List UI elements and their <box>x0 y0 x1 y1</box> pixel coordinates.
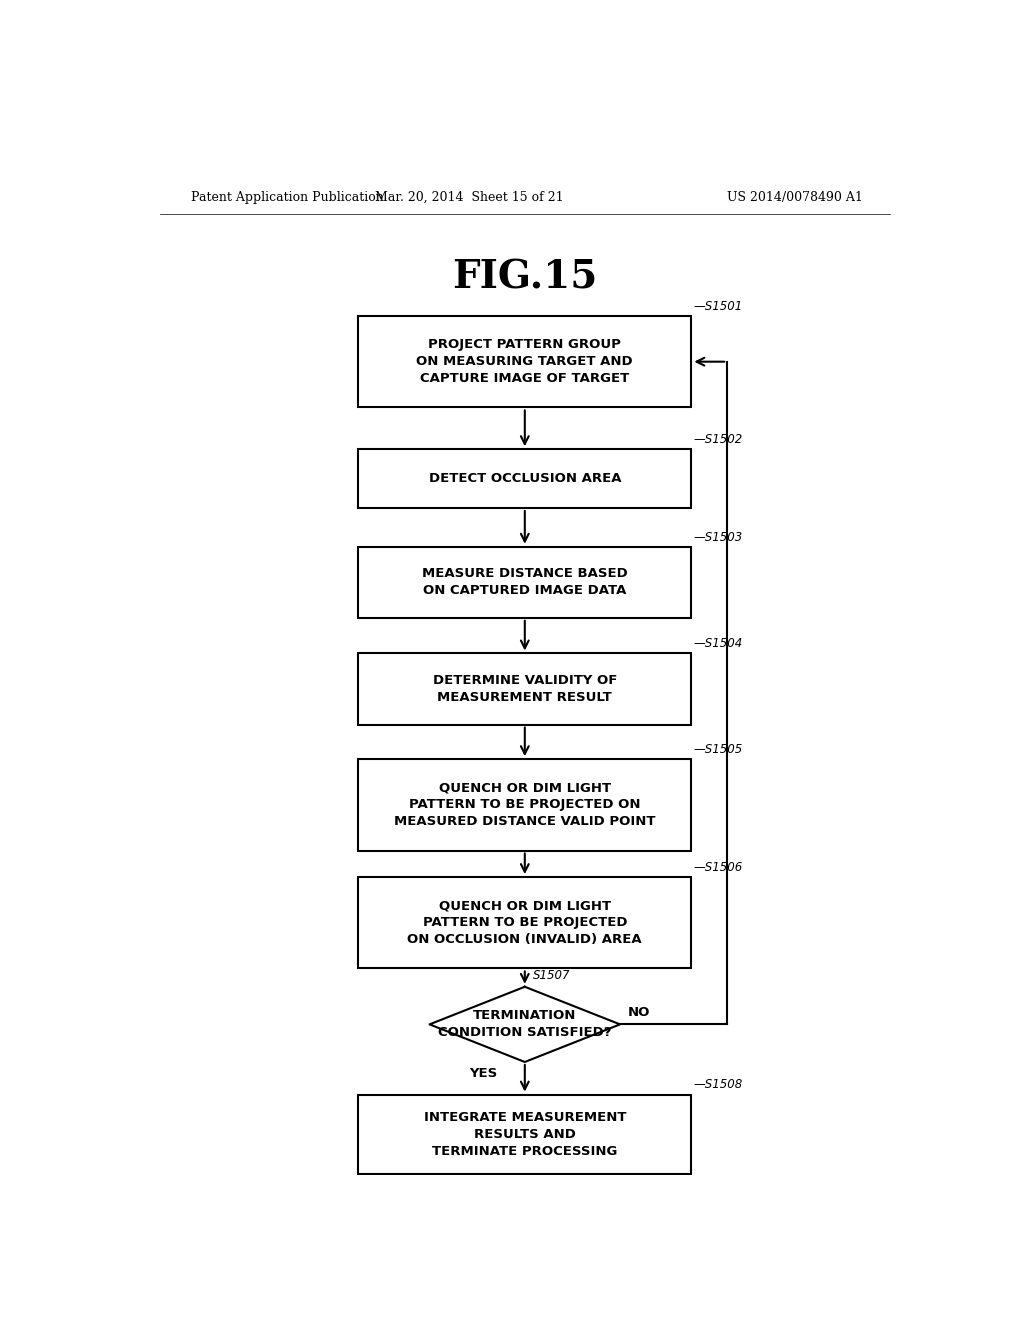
Text: —S1501: —S1501 <box>693 300 742 313</box>
Text: MEASURE DISTANCE BASED
ON CAPTURED IMAGE DATA: MEASURE DISTANCE BASED ON CAPTURED IMAGE… <box>422 568 628 597</box>
Text: —S1506: —S1506 <box>693 861 742 874</box>
Text: FIG.15: FIG.15 <box>453 259 597 296</box>
Bar <box>358 653 691 725</box>
Bar <box>358 546 691 618</box>
Text: QUENCH OR DIM LIGHT
PATTERN TO BE PROJECTED ON
MEASURED DISTANCE VALID POINT: QUENCH OR DIM LIGHT PATTERN TO BE PROJEC… <box>394 781 655 829</box>
Text: Mar. 20, 2014  Sheet 15 of 21: Mar. 20, 2014 Sheet 15 of 21 <box>375 190 563 203</box>
Text: —S1505: —S1505 <box>693 743 742 756</box>
Polygon shape <box>430 987 620 1063</box>
Text: —S1502: —S1502 <box>693 433 742 446</box>
Text: YES: YES <box>469 1067 497 1080</box>
Bar <box>358 1094 691 1173</box>
Text: NO: NO <box>628 1006 650 1019</box>
Text: —S1503: —S1503 <box>693 531 742 544</box>
Text: Patent Application Publication: Patent Application Publication <box>191 190 384 203</box>
Bar <box>358 315 691 408</box>
Text: US 2014/0078490 A1: US 2014/0078490 A1 <box>727 190 862 203</box>
Text: PROJECT PATTERN GROUP
ON MEASURING TARGET AND
CAPTURE IMAGE OF TARGET: PROJECT PATTERN GROUP ON MEASURING TARGE… <box>417 338 633 385</box>
Bar <box>358 759 691 850</box>
Text: S1507: S1507 <box>532 969 570 982</box>
Text: —S1504: —S1504 <box>693 638 742 651</box>
Bar <box>358 876 691 969</box>
Text: DETERMINE VALIDITY OF
MEASUREMENT RESULT: DETERMINE VALIDITY OF MEASUREMENT RESULT <box>432 675 617 704</box>
Text: QUENCH OR DIM LIGHT
PATTERN TO BE PROJECTED
ON OCCLUSION (INVALID) AREA: QUENCH OR DIM LIGHT PATTERN TO BE PROJEC… <box>408 899 642 946</box>
Text: DETECT OCCLUSION AREA: DETECT OCCLUSION AREA <box>429 473 621 484</box>
Text: INTEGRATE MEASUREMENT
RESULTS AND
TERMINATE PROCESSING: INTEGRATE MEASUREMENT RESULTS AND TERMIN… <box>424 1110 626 1158</box>
Bar <box>358 449 691 508</box>
Text: TERMINATION
CONDITION SATISFIED?: TERMINATION CONDITION SATISFIED? <box>438 1010 611 1039</box>
Text: —S1508: —S1508 <box>693 1078 742 1092</box>
